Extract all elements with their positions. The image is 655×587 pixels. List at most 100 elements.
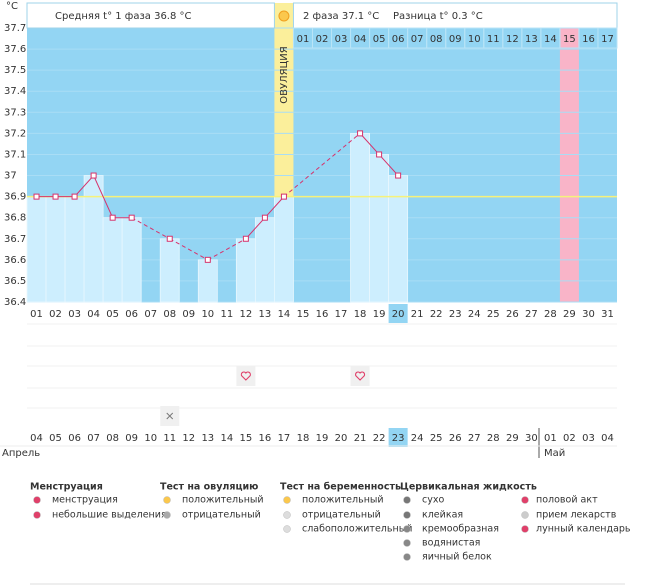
phase2-text: 2 фаза 37.1 °C bbox=[303, 11, 379, 22]
temperature-bar bbox=[102, 217, 123, 303]
phase1-text: Средняя t° 1 фаза 36.8 °C bbox=[55, 11, 192, 22]
legend-icon bbox=[163, 496, 171, 504]
y-unit: °C bbox=[6, 1, 18, 12]
temperature-point bbox=[71, 193, 78, 200]
date-label: 04 bbox=[30, 433, 43, 444]
y-tick-label: 37.6 bbox=[4, 44, 26, 55]
legend-icon bbox=[403, 553, 411, 561]
y-tick-label: 37.1 bbox=[4, 149, 26, 160]
x-tick-label: 22 bbox=[430, 309, 443, 320]
temperature-bar bbox=[121, 217, 142, 303]
temperature-point bbox=[52, 193, 59, 200]
legend-icon bbox=[521, 496, 529, 504]
legend-item: положительный bbox=[302, 495, 384, 506]
date-highlight bbox=[388, 428, 408, 447]
intercourse-icon bbox=[355, 371, 366, 381]
date-label: 07 bbox=[87, 433, 100, 444]
phase2-day-label: 02 bbox=[316, 34, 329, 45]
date-label: 23 bbox=[392, 433, 405, 444]
date-label: 04 bbox=[601, 433, 614, 444]
y-tick-label: 36.9 bbox=[4, 192, 26, 203]
gap-bridge bbox=[207, 238, 247, 261]
temperature-bar bbox=[197, 259, 218, 303]
temperature-point bbox=[90, 172, 97, 179]
date-label: 03 bbox=[582, 433, 595, 444]
x-tick-label: 09 bbox=[182, 309, 195, 320]
legend-icon bbox=[521, 511, 529, 519]
temperature-point bbox=[166, 235, 173, 242]
temperature-bar bbox=[45, 196, 66, 303]
legend-icon bbox=[403, 496, 411, 504]
y-tick-label: 37.2 bbox=[4, 128, 26, 139]
month-label: Апрель bbox=[2, 448, 40, 459]
legend-item: лунный календарь bbox=[536, 524, 631, 535]
legend-item: клейкая bbox=[422, 510, 463, 521]
y-tick-label: 37.4 bbox=[4, 86, 26, 97]
x-tick-label: 23 bbox=[449, 309, 462, 320]
x-tick-label: 11 bbox=[220, 309, 233, 320]
x-tick-label: 05 bbox=[106, 309, 119, 320]
y-tick-label: 36.7 bbox=[4, 234, 26, 245]
temperature-bar bbox=[64, 196, 85, 303]
x-tick-label: 29 bbox=[563, 309, 576, 320]
phase2-day-label: 03 bbox=[335, 34, 348, 45]
date-label: 21 bbox=[354, 433, 367, 444]
ovulation-label: ОВУЛЯЦИЯ bbox=[279, 46, 290, 104]
x-tick-label: 25 bbox=[487, 309, 500, 320]
phase2-day-label: 10 bbox=[468, 34, 481, 45]
temperature-point bbox=[395, 172, 402, 179]
x-tick-label: 08 bbox=[163, 309, 176, 320]
x-tick-label: 07 bbox=[144, 309, 157, 320]
x-tick-label: 04 bbox=[87, 309, 100, 320]
legend-icon bbox=[33, 496, 41, 504]
legend-item: яичный белок bbox=[422, 552, 492, 563]
phase2-day-label: 13 bbox=[525, 34, 538, 45]
date-label: 05 bbox=[49, 433, 62, 444]
date-label: 26 bbox=[449, 433, 462, 444]
y-tick-label: 36.5 bbox=[4, 276, 26, 287]
x-tick-label: 16 bbox=[316, 309, 329, 320]
y-tick-label: 37.7 bbox=[4, 23, 26, 34]
x-tick-label: 27 bbox=[525, 309, 538, 320]
temperature-point bbox=[109, 214, 116, 221]
legend-item: прием лекарств bbox=[536, 510, 617, 521]
temperature-point bbox=[204, 256, 211, 263]
y-tick-label: 37.3 bbox=[4, 107, 26, 118]
phase2-day-label: 09 bbox=[449, 34, 462, 45]
date-label: 08 bbox=[106, 433, 119, 444]
legend-item: менструация bbox=[52, 495, 118, 506]
date-label: 10 bbox=[144, 433, 157, 444]
legend-icon bbox=[283, 511, 291, 519]
phase2-day-label: 11 bbox=[487, 34, 500, 45]
x-tick-label: 30 bbox=[582, 309, 595, 320]
date-label: 29 bbox=[506, 433, 519, 444]
legend-icon bbox=[283, 525, 291, 533]
legend-item: водянистая bbox=[422, 538, 480, 549]
date-label: 12 bbox=[182, 433, 195, 444]
x-tick-label: 12 bbox=[240, 309, 253, 320]
phase2-day-cell bbox=[597, 27, 618, 49]
date-label: 17 bbox=[278, 433, 291, 444]
legend-item: отрицательный bbox=[302, 510, 381, 521]
x-tick-label: 13 bbox=[259, 309, 272, 320]
phase2-day-label: 05 bbox=[373, 34, 386, 45]
temperature-bar bbox=[159, 238, 180, 303]
date-label: 24 bbox=[411, 433, 424, 444]
x-tick-label: 31 bbox=[601, 309, 614, 320]
phase2-day-label: 04 bbox=[354, 34, 367, 45]
phase2-day-label: 17 bbox=[601, 34, 614, 45]
difference-text: Разница t° 0.3 °C bbox=[393, 11, 483, 22]
legend-item: отрицательный bbox=[182, 510, 261, 521]
date-label: 16 bbox=[259, 433, 272, 444]
symbol-cell bbox=[236, 366, 256, 386]
temperature-bar bbox=[26, 196, 47, 303]
temperature-bar bbox=[254, 217, 275, 303]
legend-icon bbox=[163, 511, 171, 519]
legend-icon bbox=[403, 525, 411, 533]
y-tick-label: 37 bbox=[4, 171, 17, 182]
date-label: 30 bbox=[525, 433, 538, 444]
legend-group-title: Тест на беременность bbox=[280, 482, 401, 493]
temperature-point bbox=[280, 193, 287, 200]
x-tick-label: 03 bbox=[68, 309, 81, 320]
